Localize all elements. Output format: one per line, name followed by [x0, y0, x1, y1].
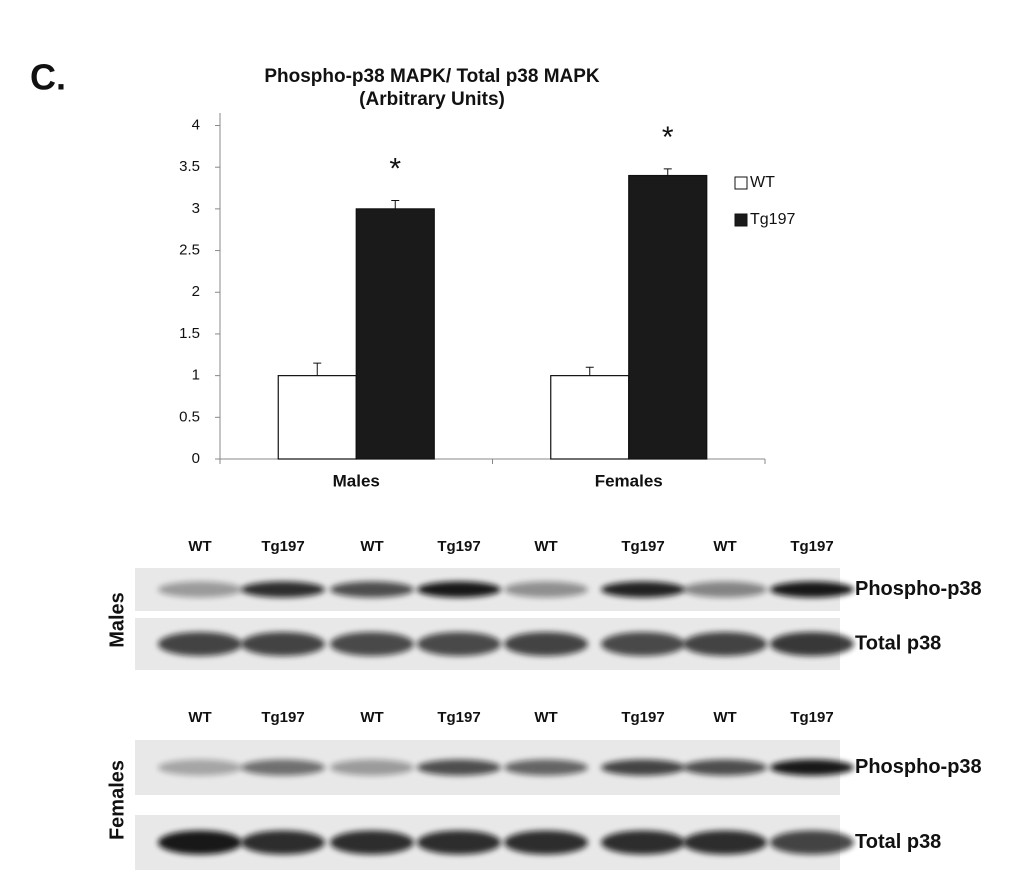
error-bar: [585, 366, 594, 376]
lane-label: WT: [360, 709, 383, 726]
blot-band: [601, 830, 685, 855]
lane-label: WT: [713, 538, 736, 555]
bar: [355, 208, 435, 460]
legend-swatch: [734, 176, 748, 190]
blot-band: [158, 830, 242, 855]
significance-marker: *: [389, 152, 401, 185]
blot-band: [241, 830, 325, 855]
blot-band: [601, 759, 685, 776]
y-tick-label: 2: [192, 283, 200, 300]
blot-band: [330, 830, 414, 855]
blot-band: [504, 759, 588, 776]
y-tick-label: 0.5: [179, 408, 200, 425]
x-tick-label: Females: [595, 471, 663, 490]
y-tick-label: 1: [192, 367, 200, 384]
blot-band: [770, 632, 854, 656]
y-tick-label: 3.5: [179, 158, 200, 175]
lane-label: Tg197: [437, 538, 480, 555]
blot-band: [601, 581, 685, 598]
y-tick-label: 2.5: [179, 242, 200, 259]
row-label: Total p38: [855, 632, 941, 654]
blot-band: [417, 759, 501, 776]
lane-label: WT: [713, 709, 736, 726]
row-label: Phospho-p38: [855, 756, 982, 778]
bar: [277, 375, 357, 460]
panel-label: C.: [30, 57, 66, 98]
lane-label: Tg197: [261, 709, 304, 726]
lane-label: Tg197: [437, 709, 480, 726]
legend-swatch: [734, 213, 748, 227]
error-bar: [663, 168, 672, 176]
significance-marker: *: [662, 121, 674, 154]
blot-band: [158, 759, 242, 776]
error-bar: [391, 200, 400, 209]
row-label: Total p38: [855, 831, 941, 853]
blot-band: [504, 830, 588, 855]
blot-band: [417, 581, 501, 598]
lane-label: Tg197: [621, 538, 664, 555]
blot-band: [504, 632, 588, 656]
group-label: Males: [106, 592, 128, 648]
blot-band: [241, 632, 325, 656]
blot-band: [601, 632, 685, 656]
legend-label: WT: [750, 174, 775, 191]
blot-band: [683, 581, 767, 598]
blot-band: [683, 632, 767, 656]
blot-band: [330, 759, 414, 776]
bar: [550, 375, 630, 460]
lane-label: WT: [360, 538, 383, 555]
blot-band: [770, 581, 854, 598]
group-label: Females: [106, 760, 128, 840]
lane-label: Tg197: [790, 709, 833, 726]
lane-label: WT: [534, 709, 557, 726]
error-bar: [313, 362, 322, 376]
legend-label: Tg197: [750, 211, 795, 228]
blot-band: [241, 759, 325, 776]
blot-band: [330, 581, 414, 598]
blot-band: [241, 581, 325, 598]
blot-band: [770, 830, 854, 855]
lane-label: Tg197: [261, 538, 304, 555]
lane-label: Tg197: [621, 709, 664, 726]
lane-label: WT: [188, 709, 211, 726]
chart-subtitle: (Arbitrary Units): [359, 89, 505, 110]
blot-band: [504, 581, 588, 598]
bar: [628, 174, 708, 460]
y-tick-label: 1.5: [179, 325, 200, 342]
blot-band: [770, 759, 854, 776]
chart-title: Phospho-p38 MAPK/ Total p38 MAPK: [264, 66, 600, 87]
blot-band: [683, 759, 767, 776]
blot-band: [158, 632, 242, 656]
blot-band: [417, 830, 501, 855]
blot-band: [683, 830, 767, 855]
blot-band: [330, 632, 414, 656]
lane-label: Tg197: [790, 538, 833, 555]
y-tick-label: 3: [192, 200, 200, 217]
x-tick-label: Males: [333, 471, 380, 490]
lane-label: WT: [188, 538, 211, 555]
blot-band: [417, 632, 501, 656]
y-tick-label: 0: [192, 450, 200, 467]
blot-band: [158, 581, 242, 598]
y-tick-label: 4: [192, 116, 200, 133]
lane-label: WT: [534, 538, 557, 555]
row-label: Phospho-p38: [855, 578, 982, 600]
